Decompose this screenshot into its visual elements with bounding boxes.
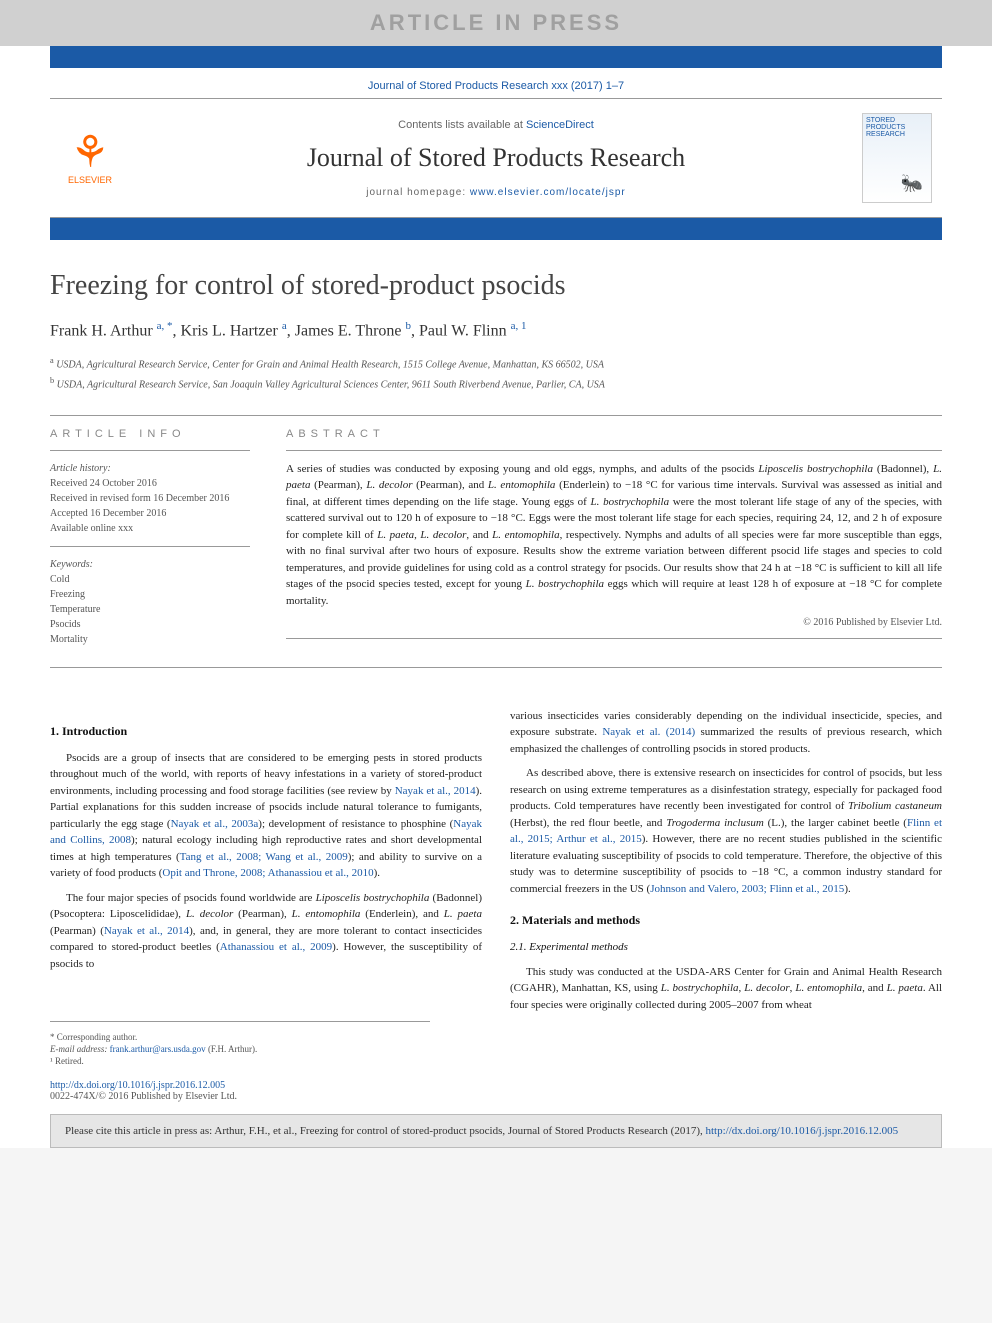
citation-box: Please cite this article in press as: Ar…: [50, 1114, 942, 1148]
cover-insect-icon: 🐜: [901, 173, 923, 194]
elsevier-logo: ⚘ ELSEVIER: [50, 131, 130, 185]
email-label: E-mail address:: [50, 1044, 107, 1054]
affiliations: a USDA, Agricultural Research Service, C…: [50, 354, 942, 393]
online-date: Available online xxx: [50, 523, 133, 534]
body-columns: 1. Introduction Psocids are a group of i…: [50, 708, 942, 1022]
cover-text: STORED PRODUCTS RESEARCH: [866, 117, 905, 138]
email-link[interactable]: frank.arthur@ars.usda.gov: [110, 1044, 206, 1054]
article-info-heading: ARTICLE INFO: [50, 428, 250, 440]
divider: [50, 667, 942, 668]
journal-cover-thumbnail: STORED PRODUCTS RESEARCH 🐜: [862, 113, 932, 203]
homepage-link[interactable]: www.elsevier.com/locate/jspr: [470, 187, 626, 198]
affiliation-b: b USDA, Agricultural Research Service, S…: [50, 374, 942, 393]
sciencedirect-link[interactable]: ScienceDirect: [526, 119, 594, 131]
subsection-heading: 2.1. Experimental methods: [510, 939, 942, 956]
received-date: Received 24 October 2016: [50, 478, 157, 489]
homepage-prefix: journal homepage:: [366, 187, 470, 198]
body-paragraph: various insecticides varies considerably…: [510, 708, 942, 758]
title-section: Freezing for control of stored-product p…: [50, 240, 942, 403]
contents-prefix: Contents lists available at: [398, 119, 526, 131]
divider: [50, 450, 250, 451]
body-paragraph: This study was conducted at the USDA-ARS…: [510, 964, 942, 1014]
journal-header: ⚘ ELSEVIER Contents lists available at S…: [50, 98, 942, 218]
issn-copyright: 0022-474X/© 2016 Published by Elsevier L…: [50, 1091, 237, 1102]
keyword: Mortality: [50, 634, 88, 645]
accepted-date: Accepted 16 December 2016: [50, 508, 166, 519]
keyword: Freezing: [50, 589, 85, 600]
divider: [50, 546, 250, 547]
doi-block: http://dx.doi.org/10.1016/j.jspr.2016.12…: [50, 1080, 942, 1102]
abstract-column: ABSTRACT A series of studies was conduct…: [286, 428, 942, 655]
authors: Frank H. Arthur a, *, Kris L. Hartzer a,…: [50, 320, 942, 340]
article-title: Freezing for control of stored-product p…: [50, 270, 942, 302]
keyword: Cold: [50, 574, 69, 585]
header-center: Contents lists available at ScienceDirec…: [130, 119, 862, 198]
body-paragraph: As described above, there is extensive r…: [510, 765, 942, 897]
section-heading-intro: 1. Introduction: [50, 722, 482, 740]
divider: [286, 450, 942, 451]
divider: [286, 638, 942, 639]
email-line: E-mail address: frank.arthur@ars.usda.go…: [50, 1044, 430, 1054]
abstract-heading: ABSTRACT: [286, 428, 942, 440]
homepage-line: journal homepage: www.elsevier.com/locat…: [130, 187, 862, 198]
affiliation-a: a USDA, Agricultural Research Service, C…: [50, 354, 942, 373]
elsevier-tree-icon: ⚘: [50, 131, 130, 175]
history-label: Article history:: [50, 463, 111, 474]
left-column: 1. Introduction Psocids are a group of i…: [50, 708, 482, 1022]
body-paragraph: The four major species of psocids found …: [50, 890, 482, 973]
mid-blue-bar: [50, 218, 942, 240]
right-column: various insecticides varies considerably…: [510, 708, 942, 1022]
keyword: Psocids: [50, 619, 81, 630]
citation-top: Journal of Stored Products Research xxx …: [0, 68, 992, 98]
footnotes: * Corresponding author. E-mail address: …: [50, 1021, 430, 1076]
abstract-copyright: © 2016 Published by Elsevier Ltd.: [286, 617, 942, 628]
elsevier-text: ELSEVIER: [50, 175, 130, 185]
page: ARTICLE IN PRESS Journal of Stored Produ…: [0, 0, 992, 1148]
article-history: Article history: Received 24 October 201…: [50, 461, 250, 536]
keywords-block: Keywords: Cold Freezing Temperature Psoc…: [50, 557, 250, 647]
body-paragraph: Psocids are a group of insects that are …: [50, 750, 482, 882]
email-attribution: (F.H. Arthur).: [208, 1044, 257, 1054]
footnote-retired: ¹ Retired.: [50, 1056, 430, 1066]
journal-name: Journal of Stored Products Research: [130, 143, 862, 173]
keyword: Temperature: [50, 604, 100, 615]
info-abstract-row: ARTICLE INFO Article history: Received 2…: [50, 428, 942, 655]
article-in-press-banner: ARTICLE IN PRESS: [0, 0, 992, 46]
corresponding-author: * Corresponding author.: [50, 1032, 430, 1042]
section-heading-methods: 2. Materials and methods: [510, 911, 942, 929]
divider: [50, 415, 942, 416]
doi-link[interactable]: http://dx.doi.org/10.1016/j.jspr.2016.12…: [50, 1080, 225, 1091]
top-blue-bar: [50, 46, 942, 68]
contents-line: Contents lists available at ScienceDirec…: [130, 119, 862, 131]
abstract-text: A series of studies was conducted by exp…: [286, 461, 942, 610]
revised-date: Received in revised form 16 December 201…: [50, 493, 229, 504]
article-info-column: ARTICLE INFO Article history: Received 2…: [50, 428, 250, 655]
keywords-label: Keywords:: [50, 559, 93, 570]
